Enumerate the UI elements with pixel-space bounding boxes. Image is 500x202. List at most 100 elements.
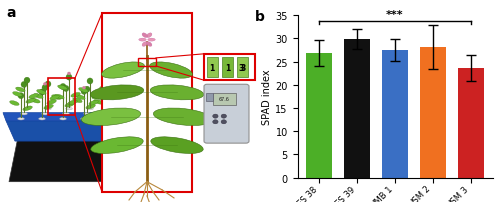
Ellipse shape — [58, 86, 67, 90]
Ellipse shape — [45, 81, 51, 87]
Ellipse shape — [30, 99, 40, 103]
Ellipse shape — [90, 85, 144, 100]
Ellipse shape — [82, 87, 86, 90]
Polygon shape — [9, 137, 123, 182]
Ellipse shape — [78, 88, 88, 93]
Ellipse shape — [108, 77, 114, 83]
Ellipse shape — [18, 118, 24, 120]
Bar — [420, 47, 446, 178]
Bar — [344, 40, 370, 178]
Polygon shape — [6, 121, 129, 141]
Ellipse shape — [82, 108, 140, 126]
Ellipse shape — [29, 94, 38, 99]
Ellipse shape — [84, 113, 90, 115]
Bar — [382, 51, 408, 178]
Ellipse shape — [44, 108, 52, 110]
Ellipse shape — [71, 93, 81, 98]
Bar — [48, 79, 75, 115]
Ellipse shape — [102, 118, 108, 120]
Ellipse shape — [106, 77, 110, 80]
Ellipse shape — [16, 88, 25, 92]
Bar — [204, 55, 255, 81]
Ellipse shape — [62, 113, 70, 115]
Ellipse shape — [151, 137, 203, 154]
Ellipse shape — [113, 94, 122, 99]
Ellipse shape — [24, 78, 30, 84]
Ellipse shape — [50, 96, 59, 100]
Bar — [138, 59, 156, 67]
Ellipse shape — [18, 93, 24, 99]
Ellipse shape — [142, 34, 148, 38]
Ellipse shape — [89, 101, 99, 105]
Ellipse shape — [212, 115, 218, 119]
Ellipse shape — [66, 75, 72, 81]
Ellipse shape — [86, 108, 94, 110]
Ellipse shape — [26, 99, 36, 104]
Ellipse shape — [91, 137, 143, 154]
Ellipse shape — [150, 63, 192, 79]
Ellipse shape — [84, 87, 90, 93]
Ellipse shape — [94, 100, 103, 105]
Ellipse shape — [146, 42, 152, 47]
Ellipse shape — [92, 95, 102, 99]
Ellipse shape — [150, 85, 204, 100]
FancyBboxPatch shape — [204, 85, 249, 143]
Text: ***: *** — [386, 10, 404, 20]
Bar — [306, 54, 332, 178]
Ellipse shape — [38, 118, 46, 120]
Ellipse shape — [60, 84, 66, 90]
Ellipse shape — [146, 34, 152, 38]
Bar — [237, 58, 248, 78]
Ellipse shape — [24, 108, 30, 110]
Ellipse shape — [20, 113, 28, 115]
Ellipse shape — [34, 94, 43, 99]
Bar — [213, 94, 236, 105]
Text: b: b — [254, 10, 264, 24]
Ellipse shape — [212, 120, 218, 124]
Ellipse shape — [221, 120, 226, 124]
Ellipse shape — [42, 85, 48, 91]
Ellipse shape — [72, 98, 82, 103]
Ellipse shape — [54, 95, 64, 99]
Text: a: a — [6, 6, 16, 20]
Ellipse shape — [63, 86, 69, 92]
Ellipse shape — [108, 108, 114, 110]
Ellipse shape — [154, 108, 212, 126]
Ellipse shape — [107, 106, 117, 110]
Ellipse shape — [47, 100, 56, 105]
Ellipse shape — [80, 118, 87, 120]
Ellipse shape — [221, 115, 226, 119]
Ellipse shape — [68, 101, 78, 105]
Text: 1: 1 — [225, 63, 230, 72]
Ellipse shape — [86, 105, 96, 109]
Ellipse shape — [110, 98, 120, 103]
Text: 1: 1 — [209, 63, 214, 72]
Ellipse shape — [42, 113, 48, 115]
Ellipse shape — [67, 73, 71, 76]
Text: 3: 3 — [239, 63, 244, 72]
Ellipse shape — [36, 90, 46, 95]
Ellipse shape — [10, 101, 19, 106]
Polygon shape — [206, 94, 213, 101]
Ellipse shape — [105, 79, 111, 85]
Ellipse shape — [43, 83, 47, 86]
Ellipse shape — [87, 79, 93, 85]
Bar — [458, 68, 483, 178]
Ellipse shape — [60, 118, 66, 120]
Ellipse shape — [81, 89, 87, 95]
Ellipse shape — [104, 113, 112, 115]
Ellipse shape — [65, 103, 74, 107]
Ellipse shape — [96, 90, 106, 95]
Ellipse shape — [23, 106, 32, 111]
Ellipse shape — [142, 42, 148, 47]
Text: 67.6: 67.6 — [219, 97, 230, 102]
Ellipse shape — [102, 63, 144, 79]
Ellipse shape — [102, 91, 108, 97]
Ellipse shape — [66, 108, 72, 110]
Polygon shape — [3, 113, 132, 121]
Text: 3: 3 — [240, 63, 246, 72]
Ellipse shape — [76, 95, 85, 100]
Ellipse shape — [100, 87, 109, 92]
Y-axis label: SPAD index: SPAD index — [262, 69, 272, 125]
Ellipse shape — [148, 39, 155, 42]
